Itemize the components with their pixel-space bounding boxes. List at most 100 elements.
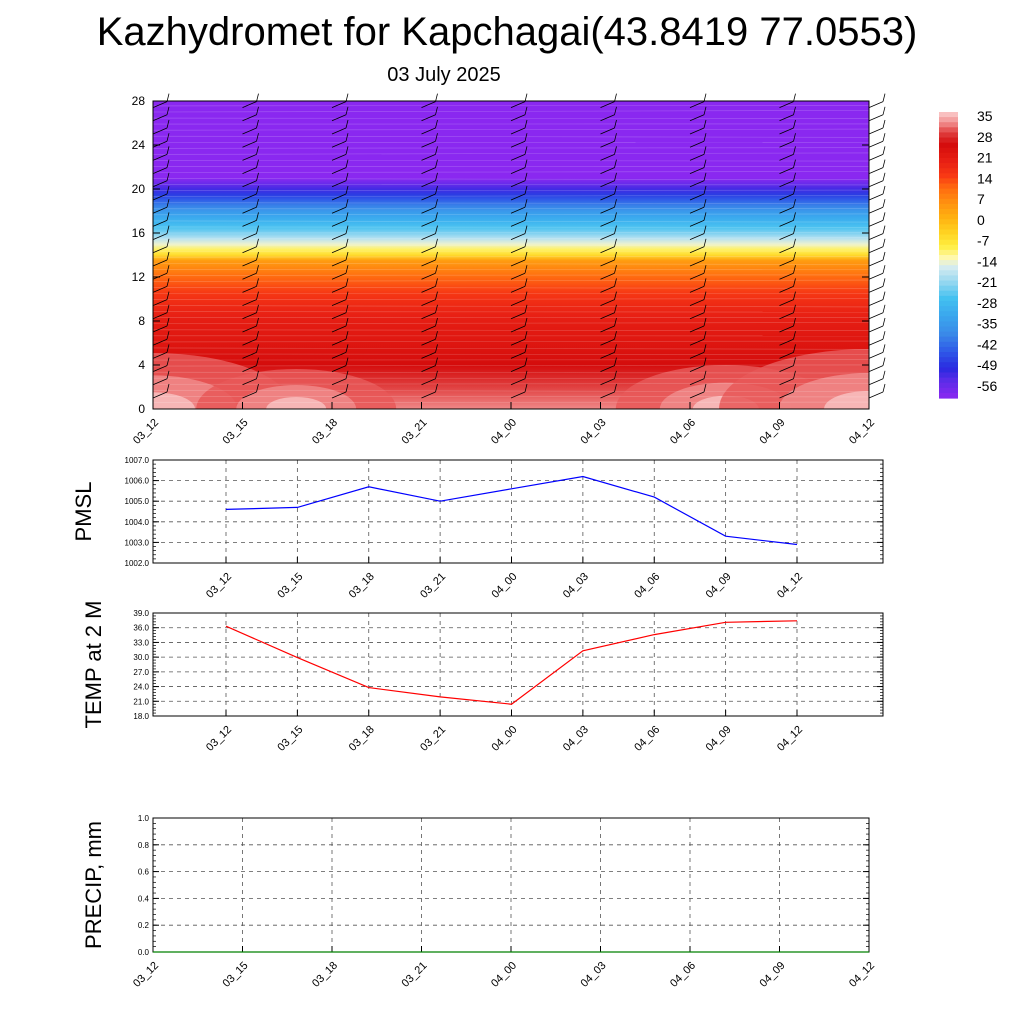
y-tick-label: 1004.0 (125, 518, 150, 527)
colorbar-cell (939, 249, 958, 256)
y-tick-label: 20 (132, 182, 146, 196)
x-tick-label: 03_18 (310, 960, 340, 990)
colorbar-cell (939, 255, 958, 261)
y-tick-label: 30.0 (133, 653, 149, 662)
colorbar-cell (939, 311, 958, 317)
colorbar-cell (939, 157, 958, 164)
colorbar-label: -56 (977, 378, 997, 394)
y-tick-label: 0.4 (138, 894, 150, 903)
colorbar-label: -42 (977, 336, 997, 352)
y-tick-label: 1003.0 (125, 538, 150, 547)
y-tick-label: 24 (132, 138, 146, 152)
x-tick-label: 04_06 (632, 724, 662, 754)
x-tick-label: 04_00 (489, 960, 519, 990)
colorbar-cell (939, 326, 958, 333)
x-tick-label: 04_00 (490, 724, 520, 754)
colorbar-cell (939, 336, 958, 343)
temp-2m-panel: 18.0 21.0 24.0 27.0 30.0 33.0 36.0 39.0 03_12 03_… (81, 601, 884, 754)
y-tick-label: 27.0 (133, 668, 149, 677)
colorbar-cell (939, 178, 958, 185)
colorbar-cell (939, 214, 958, 220)
wind-barbs (152, 93, 886, 399)
colorbar-cell (939, 357, 958, 363)
colorbar-cell (939, 224, 958, 231)
colorbar-cell (939, 346, 958, 353)
x-tick-label: 04_12 (847, 960, 877, 990)
y-tick-label: 1005.0 (125, 497, 150, 506)
colorbar-cell (939, 183, 958, 190)
y-tick-label: 1002.0 (125, 559, 150, 568)
colorbar-cell (939, 382, 958, 389)
x-tick-label: 04_03 (579, 417, 609, 447)
x-tick-label: 03_15 (275, 724, 305, 754)
colorbar-label: -7 (977, 233, 990, 249)
colorbar-cell (939, 367, 958, 374)
colorbar-cell (939, 239, 958, 246)
colorbar-label: 35 (977, 108, 993, 124)
colorbar-cell (939, 173, 958, 179)
x-tick-label: 04_03 (579, 960, 609, 990)
x-tick-label: 04_12 (775, 571, 805, 601)
colorbar-label: -21 (977, 274, 997, 290)
colorbar-label: -49 (977, 357, 997, 373)
pmsl-panel: 1002.0 1003.0 1004.0 1005.0 1006.0 1007.0 03_1… (71, 456, 884, 601)
y-tick-label: 28 (132, 94, 146, 108)
y-tick-label: 1.0 (138, 814, 150, 823)
colorbar-cell (939, 316, 958, 322)
x-tick-label: 04_12 (775, 724, 805, 754)
colorbar-cell (939, 321, 958, 328)
x-tick-label: 04_09 (704, 724, 734, 754)
colorbar-cell (939, 377, 958, 384)
y-axis-label: TEMP at 2 M (81, 601, 106, 729)
colorbar-label: 14 (977, 170, 993, 186)
colorbar-cell (939, 295, 958, 302)
colorbar-cell (939, 219, 958, 225)
y-tick-label: 24.0 (133, 683, 149, 692)
colorbar-cell (939, 203, 958, 210)
x-tick-label: 03_15 (221, 417, 251, 447)
colorbar-cell (939, 285, 958, 292)
y-tick-label: 0.6 (138, 868, 150, 877)
x-tick-label: 04_09 (758, 960, 788, 990)
x-tick-label: 03_21 (400, 960, 430, 990)
x-tick-label: 03_18 (347, 724, 377, 754)
colorbar-cell (939, 117, 958, 123)
x-tick-label: 03_12 (131, 960, 161, 990)
colorbar-cell (939, 229, 958, 236)
colorbar-label: -14 (977, 253, 997, 269)
cross-section-panel: 0 4 8 12 16 20 24 28 03_12 03_15 03_18 03_21 04_00 04… (131, 93, 886, 447)
chart-title: Kazhydromet for Kapchagai(43.8419 77.055… (96, 10, 918, 54)
y-tick-label: 0.0 (138, 948, 150, 957)
colorbar-cell (939, 306, 958, 312)
colorbar-cell (939, 147, 958, 154)
x-tick-label: 03_15 (221, 960, 251, 990)
colorbar-cell (939, 362, 958, 368)
x-tick-label: 03_21 (400, 417, 430, 447)
cross-section-fill (153, 101, 869, 409)
x-tick-label: 04_09 (758, 417, 788, 447)
colorbar-cell (939, 270, 958, 277)
x-tick-label: 03_18 (310, 417, 340, 447)
colorbar-cell (939, 168, 958, 174)
x-tick-label: 04_03 (561, 724, 591, 754)
y-tick-label: 18.0 (133, 712, 149, 721)
x-tick-label: 04_03 (561, 571, 591, 601)
y-tick-label: 8 (138, 314, 145, 328)
x-tick-label: 04_06 (632, 571, 662, 601)
colorbar-label: 21 (977, 150, 993, 166)
colorbar-cell (939, 260, 958, 266)
colorbar-cell (939, 244, 958, 251)
y-axis-label: PRECIP, mm (81, 821, 106, 949)
colorbar-label: 0 (977, 212, 985, 228)
y-tick-label: 0.8 (138, 841, 150, 850)
x-tick-label: 03_12 (131, 417, 161, 447)
colorbar-label: 7 (977, 191, 985, 207)
y-tick-label: 4 (138, 358, 145, 372)
colorbar-cell (939, 127, 958, 134)
x-tick-label: 04_00 (489, 417, 519, 447)
colorbar-cell (939, 152, 958, 159)
chart-subtitle: 03 July 2025 (387, 64, 501, 86)
y-tick-label: 39.0 (133, 609, 149, 618)
x-tick-label: 03_21 (418, 571, 448, 601)
x-tick-label: 03_21 (418, 724, 448, 754)
